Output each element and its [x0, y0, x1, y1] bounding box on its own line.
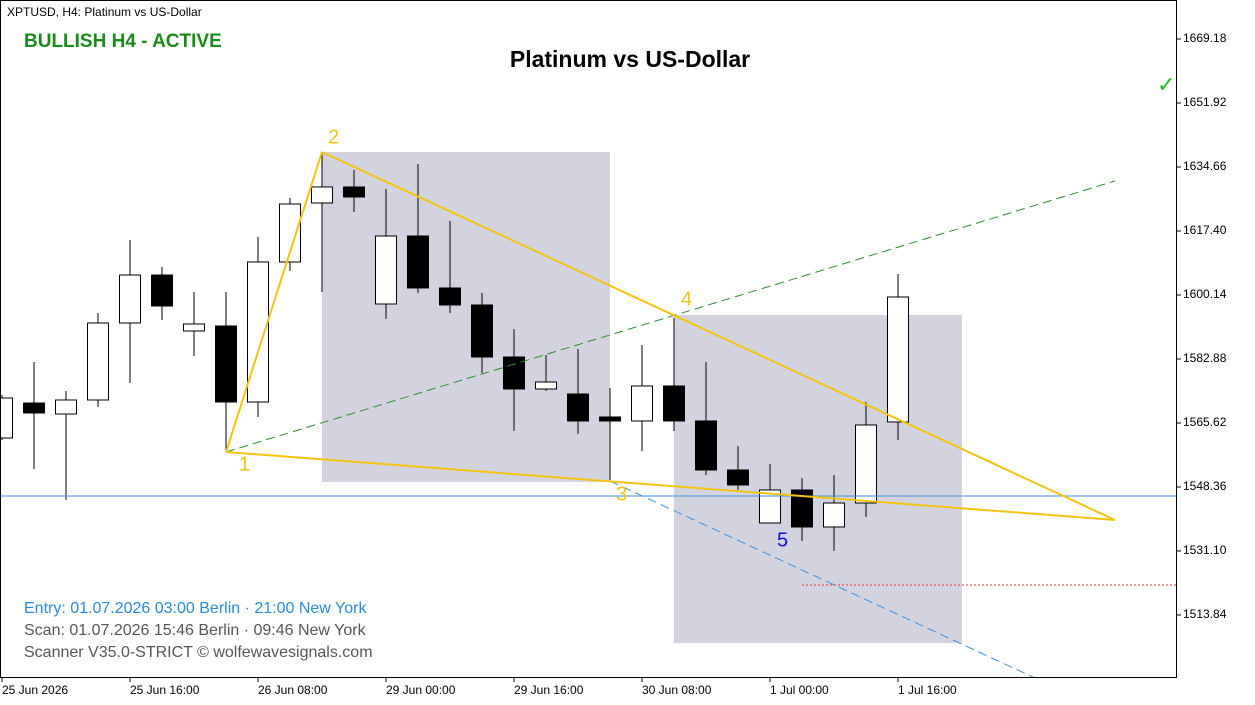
projection-line	[609, 480, 1036, 678]
scan-info: Scan: 01.07.2026 15:46 Berlin · 09:46 Ne…	[24, 622, 367, 639]
wave-label: 2	[328, 126, 339, 148]
candle-body	[279, 203, 301, 263]
candle-body	[343, 186, 365, 198]
x-tick-label: 25 Jun 16:00	[130, 683, 200, 697]
candle-body	[55, 399, 77, 415]
wave-label: 1	[239, 453, 250, 475]
candle-body	[695, 420, 717, 471]
plot-frame	[0, 0, 1177, 678]
candle-body	[631, 385, 653, 422]
entry-info: Entry: 01.07.2026 03:00 Berlin · 21:00 N…	[24, 600, 367, 617]
scanner-info: Scanner V35.0-STRICT © wolfewavesignals.…	[24, 644, 373, 661]
x-tick-label: 26 Jun 08:00	[258, 683, 328, 697]
candle-body	[823, 502, 845, 528]
candle-body	[375, 235, 397, 305]
candle-body	[791, 489, 813, 528]
candle-body	[727, 469, 749, 486]
wave-line	[225, 151, 323, 453]
x-tick-label: 1 Jul 00:00	[770, 683, 829, 697]
x-tick-label: 1 Jul 16:00	[898, 683, 957, 697]
y-tick-label: 1582.88	[1183, 351, 1227, 365]
candle-body	[471, 304, 493, 358]
y-tick-label: 1531.10	[1183, 543, 1227, 557]
candle-body	[0, 397, 13, 439]
y-tick-label: 1600.14	[1183, 287, 1227, 301]
x-tick-label: 29 Jun 00:00	[386, 683, 456, 697]
candle-body	[663, 385, 685, 422]
candle-body	[215, 325, 237, 403]
candle-body	[439, 287, 461, 306]
x-tick-label: 30 Jun 08:00	[642, 683, 712, 697]
candle-body	[407, 235, 429, 289]
y-tick-label: 1617.40	[1183, 223, 1227, 237]
check-mark: ✓	[1157, 72, 1175, 97]
y-tick-label: 1634.66	[1183, 159, 1227, 173]
pattern-lines	[0, 151, 1177, 678]
candle-body	[887, 296, 909, 423]
wave-line	[321, 151, 1116, 521]
y-tick-label: 1513.84	[1183, 607, 1227, 621]
candle-body	[759, 489, 781, 524]
chart-title: Platinum vs US-Dollar	[510, 46, 750, 72]
y-tick-label: 1565.62	[1183, 415, 1227, 429]
overlays	[322, 152, 962, 643]
candle-body	[183, 323, 205, 332]
symbol-header: XPTUSD, H4: Platinum vs US-Dollar	[7, 5, 202, 19]
wave-label: 3	[616, 483, 627, 505]
candle-body	[503, 356, 525, 390]
y-tick-label: 1669.18	[1183, 31, 1227, 45]
wave-line	[225, 451, 1116, 521]
candle-body	[119, 274, 141, 324]
x-tick-label: 29 Jun 16:00	[514, 683, 584, 697]
x-tick-label: 25 Jun 2026	[2, 683, 68, 697]
candles	[0, 152, 909, 551]
target-line	[225, 180, 1116, 453]
wave-label: 4	[681, 288, 692, 310]
candle-body	[535, 381, 557, 390]
zone-box	[322, 152, 610, 482]
candle-body	[855, 424, 877, 504]
zone-box	[674, 315, 962, 643]
y-tick-label: 1548.36	[1183, 479, 1227, 493]
y-tick-label: 1651.92	[1183, 95, 1227, 109]
status-label: BULLISH H4 - ACTIVE	[24, 31, 222, 52]
candle-body	[599, 416, 621, 422]
candle-body	[151, 274, 173, 307]
candle-body	[87, 322, 109, 401]
candle-body	[23, 402, 45, 414]
wave-label: 5	[777, 529, 788, 551]
candle-body	[567, 393, 589, 422]
candle-body	[311, 186, 333, 204]
